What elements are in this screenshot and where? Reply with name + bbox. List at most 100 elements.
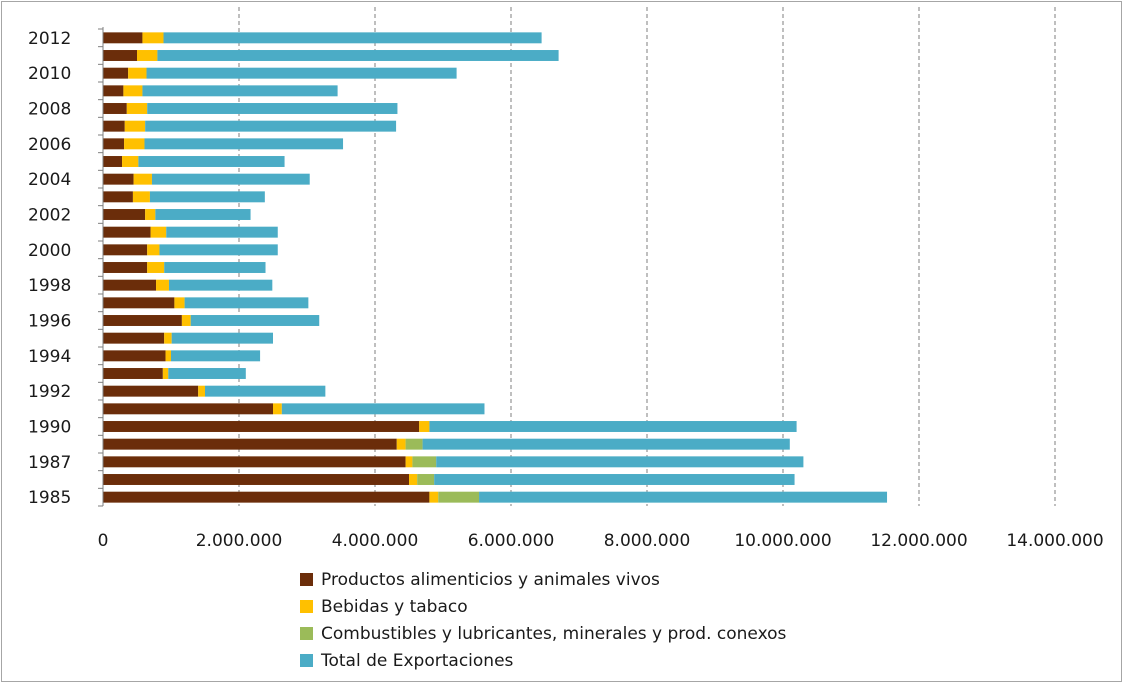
bar-segment: 2012 — Total de Exportaciones: 5560000: [163, 32, 542, 44]
bar-segment: 1995 — Total de Exportaciones: 1490000: [171, 332, 273, 344]
bar-segment: 1998 — Bebidas y tabaco: 190000: [156, 279, 169, 291]
bar-segment: 1992 — Productos alimenticios y animales…: [103, 385, 199, 397]
bar-segment: 1995 — Productos alimenticios y animales…: [103, 332, 165, 344]
bar-segment: 2010 — Productos alimenticios y animales…: [103, 67, 129, 79]
y-tick-label: 2000: [28, 241, 71, 261]
bar-segment: 2003 — Bebidas y tabaco: 250000: [132, 191, 150, 203]
bar-segment: 1989 — Bebidas y tabaco: 130000: [396, 438, 406, 450]
x-tick-label: 12.000.000: [870, 531, 967, 551]
bar-segment: 2011 — Total de Exportaciones: 5900000: [157, 50, 559, 61]
bar-segment: 1996 — Total de Exportaciones: 1890000: [190, 315, 320, 326]
legend-item: Combustibles y lubricantes, minerales y …: [300, 620, 786, 647]
bar-segment: 1998 — Total de Exportaciones: 1520000: [168, 279, 273, 291]
bar-segment: 1993 — Total de Exportaciones: 1140000: [168, 368, 246, 379]
legend-item: Total de Exportaciones: [300, 647, 786, 674]
axes: [98, 27, 104, 507]
bar-segment: 2001 — Bebidas y tabaco: 230000: [150, 226, 167, 238]
bar-segment: 1990 — Total de Exportaciones: 5400000: [429, 421, 797, 432]
legend: Productos alimenticios y animales vivos B…: [300, 566, 786, 674]
bar-segment: 1987 — Bebidas y tabaco: 100000: [405, 456, 413, 468]
bar-segment: 1989 — Total de Exportaciones: 5400000: [422, 438, 790, 450]
legend-label: Productos alimenticios y animales vivos: [321, 569, 660, 590]
bar-segment: 1999 — Bebidas y tabaco: 250000: [147, 262, 165, 273]
y-tick-label: 1990: [28, 418, 71, 438]
bar-segment: 2009 — Productos alimenticios y animales…: [103, 85, 124, 97]
bar-segment: 1993 — Bebidas y tabaco: 80000: [162, 368, 169, 379]
bar-segment: 2012 — Productos alimenticios y animales…: [103, 32, 143, 44]
y-tick-label: 1996: [28, 312, 71, 332]
x-tick-label: 6.000.000: [468, 531, 555, 551]
bar-segment: 2012 — Bebidas y tabaco: 310000: [142, 32, 164, 44]
y-tick-label: 1994: [28, 347, 71, 367]
bar-segment: 1992 — Bebidas y tabaco: 100000: [198, 385, 205, 397]
bar-segment: 1994 — Productos alimenticios y animales…: [103, 350, 166, 362]
y-tick-label: 2012: [28, 29, 71, 49]
bar-segment: 2006 — Total de Exportaciones: 2920000: [144, 138, 344, 150]
bar-segment: 1998 — Productos alimenticios y animales…: [103, 279, 157, 291]
bar-segment: 2010 — Total de Exportaciones: 4560000: [146, 67, 457, 79]
bar-segment: 2008 — Bebidas y tabaco: 300000: [126, 103, 148, 114]
y-tick-labels: 2012 2010 2008 2006 2004 2002 2000 1998 1996 1994…: [28, 29, 71, 508]
y-tick-label: 2006: [28, 135, 71, 155]
bar-segment: 1991 — Total de Exportaciones: 2980000: [281, 403, 485, 415]
bar-segment: 1989 — Productos alimenticios y animales…: [103, 438, 397, 450]
bar-segment: 1986 — Combustibles y lubricantes, miner…: [417, 474, 435, 485]
y-tick-label: 2010: [28, 64, 71, 84]
y-tick-label: 2004: [28, 170, 71, 190]
bar-segment: 2006 — Productos alimenticios y animales…: [103, 138, 125, 150]
bars: 2012 — Productos alimenticios y animales…: [103, 32, 888, 503]
y-tick-label: 1998: [28, 276, 71, 296]
bar-segment: 1996 — Bebidas y tabaco: 130000: [181, 315, 191, 326]
bar-segment: 2003 — Total de Exportaciones: 1690000: [149, 191, 265, 203]
y-tick-label: 2008: [28, 100, 71, 120]
bar-segment: 2000 — Bebidas y tabaco: 180000: [147, 244, 160, 256]
bar-segment: 2005 — Total de Exportaciones: 2150000: [138, 156, 285, 167]
bar-segment: 1987 — Total de Exportaciones: 5400000: [436, 456, 804, 468]
bar-segment: 2001 — Total de Exportaciones: 1640000: [166, 226, 278, 238]
bar-segment: 1999 — Total de Exportaciones: 1490000: [164, 262, 266, 273]
x-tick-label: 4.000.000: [332, 531, 419, 551]
legend-swatch: [300, 654, 313, 667]
bar-segment: 2002 — Bebidas y tabaco: 150000: [145, 209, 156, 220]
legend-item: Productos alimenticios y animales vivos: [300, 566, 786, 593]
bar-segment: 1997 — Productos alimenticios y animales…: [103, 297, 175, 309]
y-tick-label: 1987: [28, 453, 71, 473]
y-tick-label: 1985: [28, 488, 71, 508]
bar-segment: 2000 — Productos alimenticios y animales…: [103, 244, 148, 256]
bar-segment: 1995 — Bebidas y tabaco: 110000: [164, 332, 172, 344]
bar-segment: 1985 — Combustibles y lubricantes, miner…: [438, 491, 480, 503]
bar-segment: 2007 — Bebidas y tabaco: 300000: [124, 120, 146, 132]
bar-segment: 2004 — Bebidas y tabaco: 270000: [133, 173, 152, 185]
legend-swatch: [300, 573, 313, 586]
bar-segment: 2006 — Bebidas y tabaco: 300000: [124, 138, 145, 150]
bar-segment: 1985 — Total de Exportaciones: 6000000: [479, 491, 888, 503]
y-tick-label: 2002: [28, 206, 71, 226]
bar-segment: 2004 — Productos alimenticios y animales…: [103, 173, 134, 185]
bar-segment: 1996 — Productos alimenticios y animales…: [103, 315, 182, 326]
bar-segment: 1997 — Bebidas y tabaco: 150000: [174, 297, 185, 309]
legend-label: Combustibles y lubricantes, minerales y …: [321, 623, 787, 644]
bar-segment: 1990 — Bebidas y tabaco: 150000: [419, 421, 430, 432]
legend-item: Bebidas y tabaco: [300, 593, 786, 620]
bar-segment: 1985 — Bebidas y tabaco: 130000: [429, 491, 439, 503]
bar-segment: 2004 — Total de Exportaciones: 2320000: [151, 173, 310, 185]
bar-segment: 2011 — Productos alimenticios y animales…: [103, 50, 137, 61]
x-tick-label: 0: [98, 531, 109, 551]
bar-segment: 1990 — Productos alimenticios y animales…: [103, 421, 420, 432]
bar-segment: 1992 — Total de Exportaciones: 1770000: [205, 385, 326, 397]
bar-segment: 2009 — Bebidas y tabaco: 280000: [123, 85, 143, 97]
legend-label: Total de Exportaciones: [321, 650, 514, 671]
bar-segment: 1997 — Total de Exportaciones: 1820000: [184, 297, 309, 309]
bar-segment: 1991 — Productos alimenticios y animales…: [103, 403, 273, 415]
bar-segment: 1994 — Total de Exportaciones: 1310000: [171, 350, 261, 362]
bar-segment: 1985 — Productos alimenticios y animales…: [103, 491, 430, 503]
bar-segment: 2000 — Total de Exportaciones: 1740000: [159, 244, 278, 256]
bar-segment: 1991 — Bebidas y tabaco: 130000: [273, 403, 282, 415]
legend-swatch: [300, 627, 313, 640]
bar-segment: 1994 — Bebidas y tabaco: 80000: [165, 350, 171, 362]
bar-segment: 2009 — Total de Exportaciones: 2870000: [142, 85, 338, 97]
bar-segment: 1987 — Productos alimenticios y animales…: [103, 456, 406, 468]
bar-segment: 2005 — Productos alimenticios y animales…: [103, 156, 123, 167]
